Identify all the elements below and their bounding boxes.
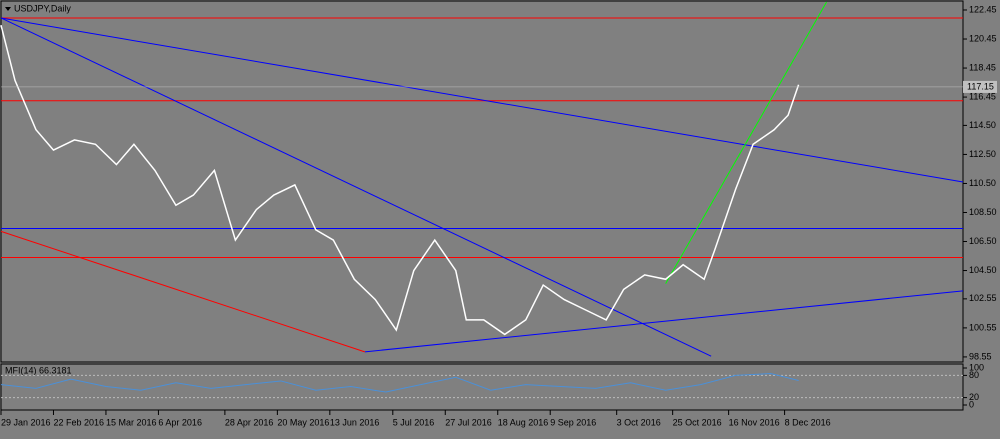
- y-tick-label: 100.55: [969, 322, 997, 332]
- x-tick-label: 18 Aug 2016: [498, 417, 549, 427]
- x-tick-label: 3 Oct 2016: [617, 417, 661, 427]
- chart-title: USDJPY,Daily: [14, 3, 71, 13]
- x-tick-label: 25 Oct 2016: [673, 417, 722, 427]
- y-tick-label: 102.55: [969, 293, 997, 303]
- x-tick-label: 5 Jul 2016: [393, 417, 435, 427]
- y-tick-label: 114.50: [969, 120, 996, 130]
- x-tick-label: 29 Jan 2016: [1, 417, 51, 427]
- y-tick-label: 104.50: [969, 265, 997, 275]
- x-tick-label: 16 Nov 2016: [729, 417, 780, 427]
- mfi-tick-label: 80: [969, 370, 979, 380]
- x-tick-label: 20 May 2016: [277, 417, 329, 427]
- y-tick-label: 110.50: [969, 178, 996, 188]
- y-tick-label: 106.50: [969, 236, 997, 246]
- y-tick-label: 112.50: [969, 149, 996, 159]
- trendline: [0, 17, 964, 183]
- mfi-tick-label: 20: [969, 392, 979, 402]
- x-tick-label: 22 Feb 2016: [53, 417, 104, 427]
- trendline: [0, 230, 365, 353]
- mfi-tick-label: 100: [969, 362, 984, 372]
- x-tick-label: 6 Apr 2016: [158, 417, 202, 427]
- last-price-label: 117.15: [967, 81, 994, 91]
- last-price-box: [963, 80, 997, 93]
- x-tick-label: 28 Apr 2016: [225, 417, 274, 427]
- mfi-tick-label: 0: [969, 399, 974, 409]
- y-tick-label: 120.45: [969, 33, 997, 43]
- title-arrow: [5, 7, 11, 11]
- x-tick-label: 15 Mar 2016: [106, 417, 157, 427]
- x-tick-label: 9 Sep 2016: [550, 417, 596, 427]
- x-tick-label: 13 Jun 2016: [330, 417, 380, 427]
- y-tick-label: 116.45: [969, 91, 996, 101]
- mfi-title: MFI(14) 66.3181: [5, 365, 72, 375]
- price-line: [0, 25, 800, 336]
- mfi-panel: [0, 363, 964, 411]
- y-tick-label: 108.50: [969, 207, 997, 217]
- trendline: [364, 290, 964, 353]
- trendline: [665, 1, 828, 284]
- mfi-line: [0, 373, 799, 393]
- y-tick-label: 98.55: [969, 351, 992, 361]
- trendline: [0, 17, 712, 357]
- y-tick-label: 122.45: [969, 4, 997, 14]
- y-tick-label: 118.45: [969, 62, 996, 72]
- x-tick-label: 27 Jul 2016: [445, 417, 492, 427]
- x-tick-label: 8 Dec 2016: [785, 417, 831, 427]
